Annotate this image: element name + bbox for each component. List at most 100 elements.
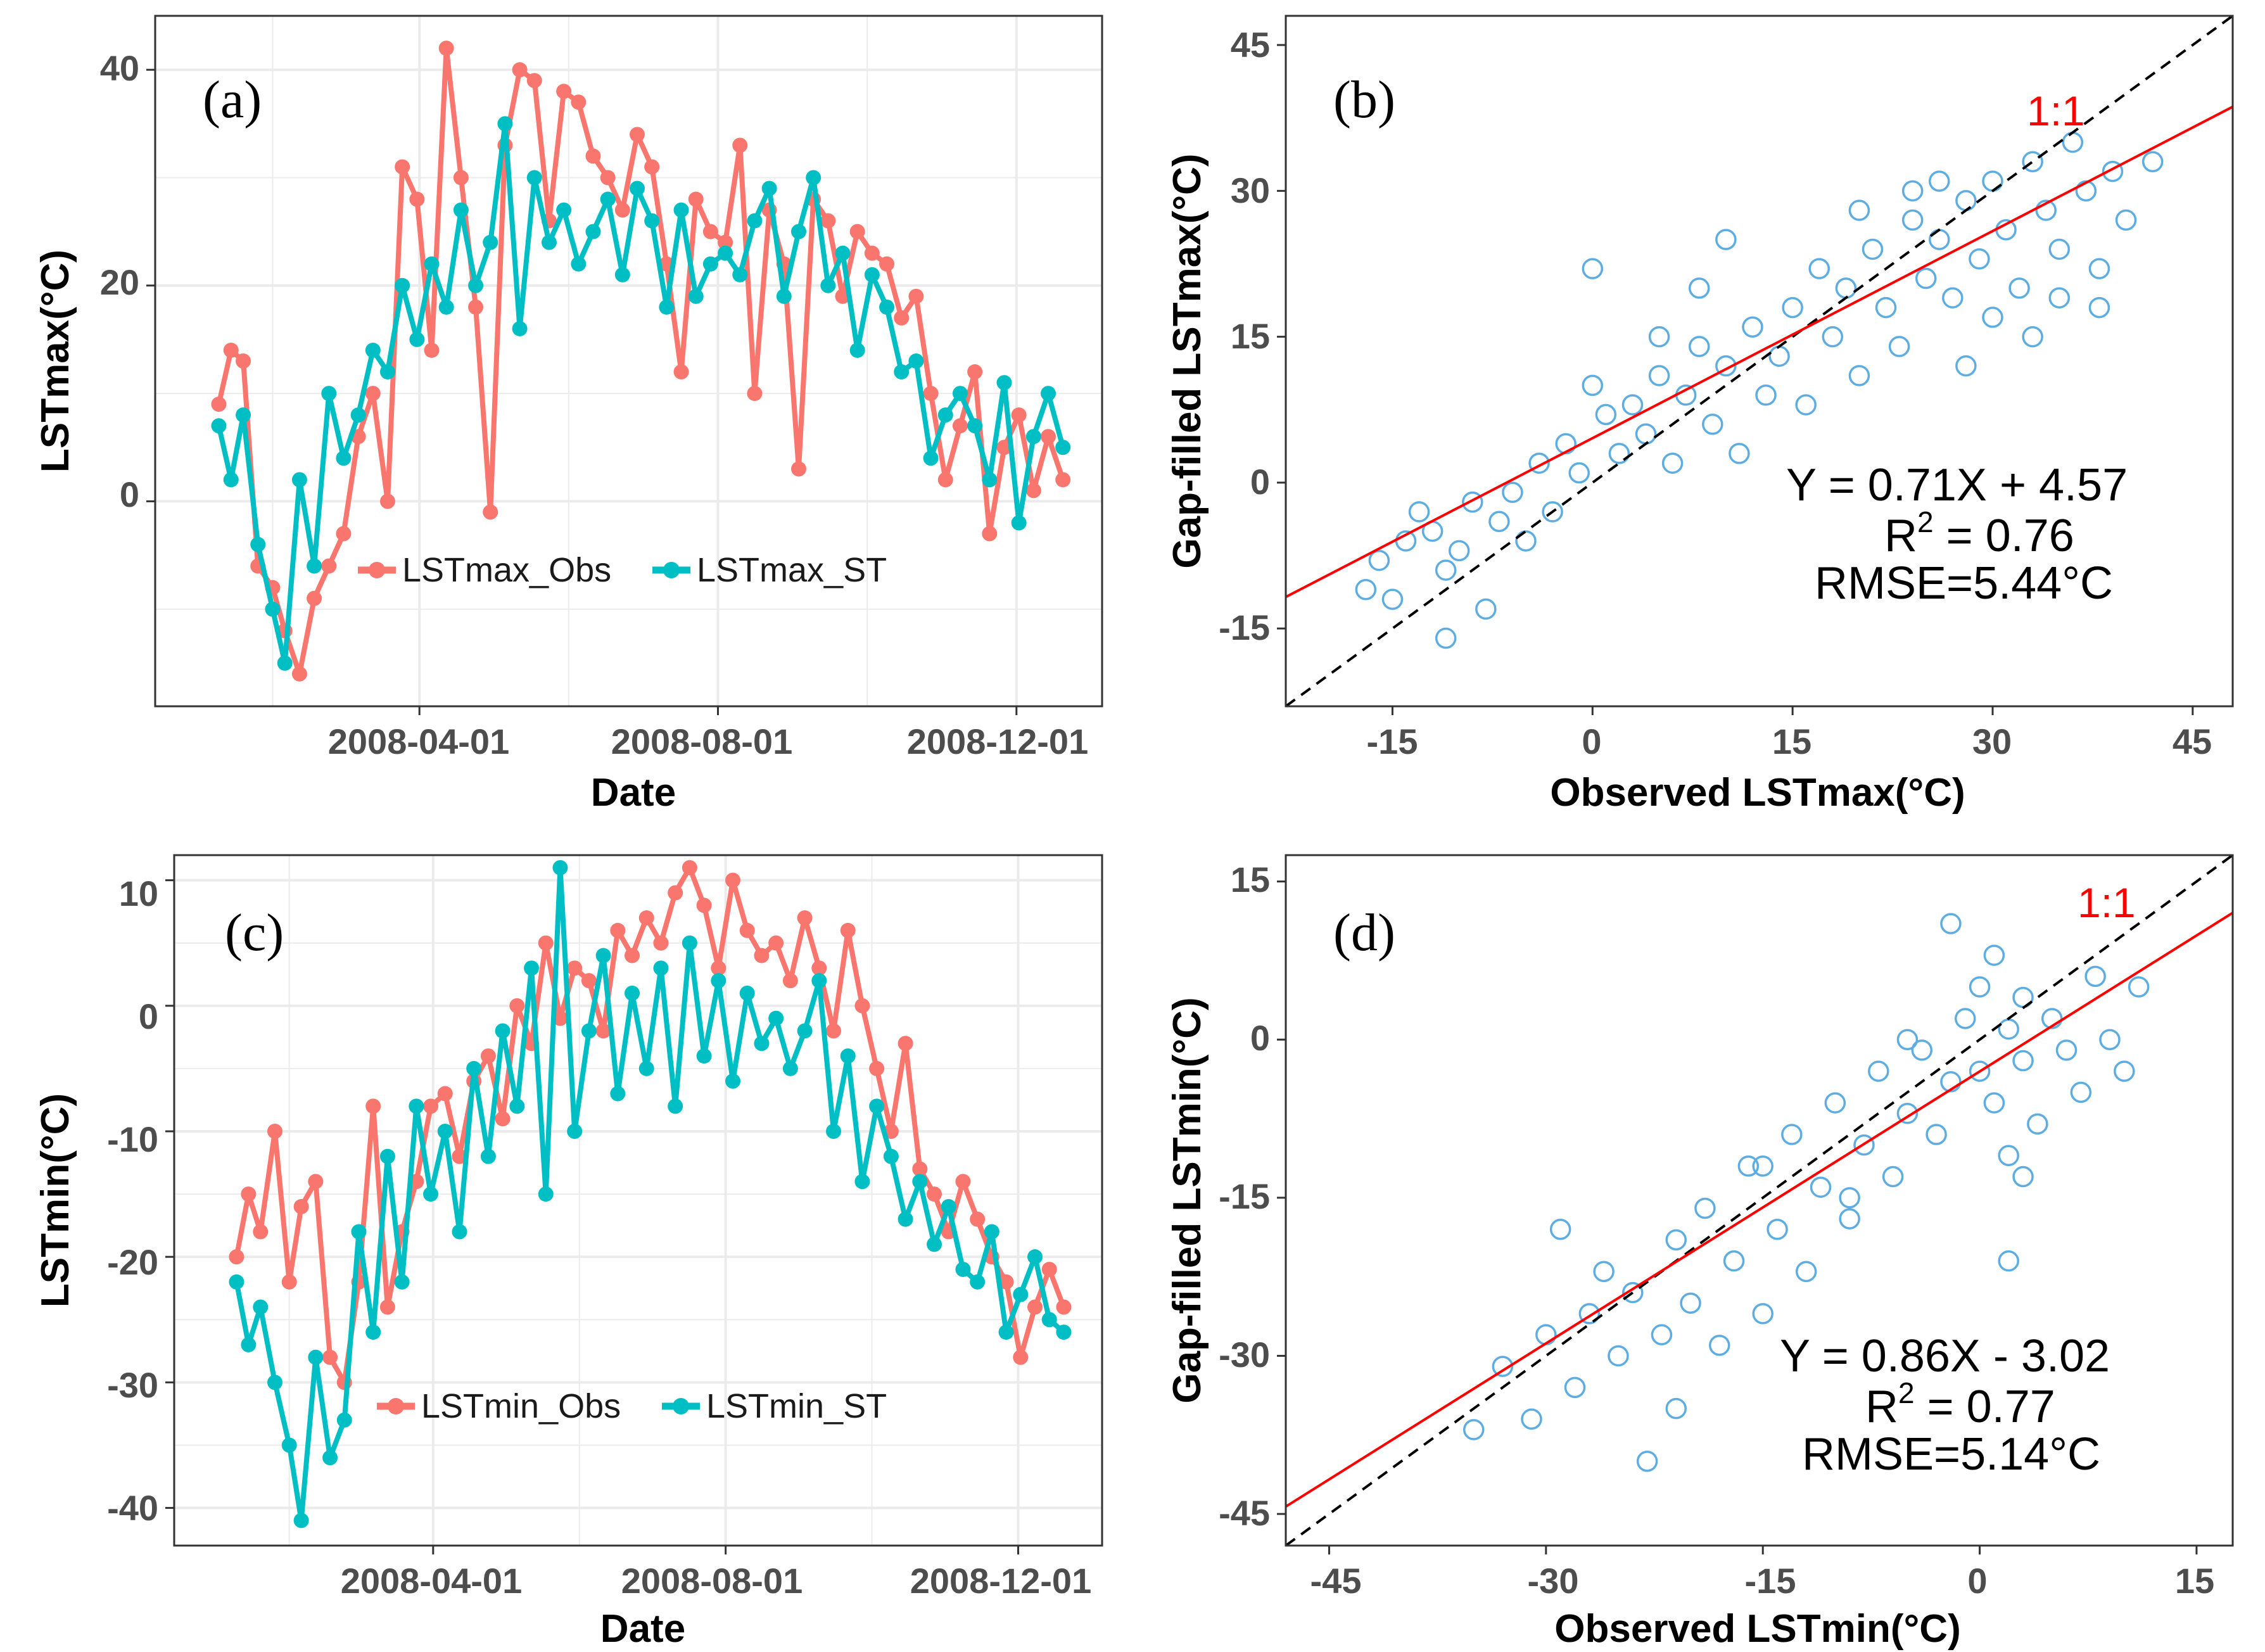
- data-point-LSTmin_ST: [927, 1236, 942, 1252]
- data-point-LSTmin_Obs: [241, 1186, 257, 1202]
- data-point-LSTmin_Obs: [495, 1111, 511, 1127]
- data-point-LSTmin_Obs: [927, 1186, 942, 1202]
- data-point-LSTmin_ST: [365, 1325, 381, 1340]
- data-point-LSTmin_ST: [1013, 1287, 1029, 1302]
- data-point-LSTmin_ST: [797, 1023, 813, 1039]
- data-point-LSTmax_ST: [1011, 515, 1027, 531]
- scatter-point: [1651, 1324, 1673, 1345]
- scatter-point: [2070, 1081, 2092, 1103]
- panel-d-x-tick: 0: [1967, 1561, 1987, 1601]
- data-point-LSTmax_ST: [336, 450, 352, 466]
- data-point-LSTmax_ST: [673, 202, 689, 218]
- data-point-LSTmin_ST: [509, 1098, 525, 1114]
- scatter-point: [1954, 1008, 1976, 1029]
- scatter-point: [1781, 1124, 1803, 1145]
- data-point-LSTmin_ST: [638, 1060, 654, 1076]
- data-point-LSTmin_Obs: [293, 1198, 309, 1214]
- data-point-LSTmax_Obs: [453, 170, 469, 186]
- data-point-LSTmin_Obs: [854, 998, 870, 1013]
- data-point-LSTmax_Obs: [379, 493, 395, 509]
- data-point-LSTmin_ST: [229, 1274, 244, 1290]
- data-point-LSTmax_ST: [277, 655, 293, 671]
- data-point-LSTmin_Obs: [379, 1299, 395, 1315]
- panel-d-r2: R2 = 0.77: [1865, 1376, 2055, 1432]
- data-point-LSTmin_ST: [826, 1124, 842, 1139]
- panel-b-frame: [1285, 15, 2234, 708]
- panel-b-x-axis-title: Observed LSTmax(°C): [1550, 771, 1965, 815]
- panel-b-rmse: RMSE=5.44°C: [1815, 558, 2113, 609]
- data-point-LSTmax_Obs: [952, 418, 968, 434]
- data-point-LSTmax_ST: [894, 364, 910, 380]
- data-point-LSTmax_ST: [806, 170, 822, 186]
- panel-c-label: (c): [225, 903, 284, 962]
- data-point-LSTmin_Obs: [625, 948, 640, 963]
- data-point-LSTmin_Obs: [782, 973, 798, 989]
- data-point-LSTmax_Obs: [1025, 483, 1041, 499]
- panel-d-rmse: RMSE=5.14°C: [1802, 1429, 2100, 1480]
- data-point-LSTmin_ST: [336, 1412, 352, 1428]
- data-point-LSTmax_Obs: [820, 213, 836, 229]
- data-point-LSTmin_ST: [869, 1098, 885, 1114]
- scatter-point: [1702, 414, 1723, 435]
- panel-c-y-tick: -10: [107, 1119, 158, 1159]
- data-point-LSTmax_ST: [250, 537, 266, 552]
- data-point-LSTmin_ST: [1056, 1325, 1072, 1340]
- data-point-LSTmin_ST: [682, 935, 697, 951]
- scatter-point: [1621, 394, 1644, 416]
- data-point-LSTmax_Obs: [967, 364, 983, 380]
- data-point-LSTmin_Obs: [768, 935, 784, 951]
- data-point-LSTmax_ST: [541, 234, 557, 250]
- data-point-LSTmin_Obs: [538, 935, 554, 951]
- scatter-point: [1896, 1102, 1919, 1124]
- data-point-LSTmax_ST: [379, 364, 395, 380]
- panel-c-y-tick: -20: [107, 1242, 158, 1282]
- scatter-point: [1853, 1134, 1875, 1156]
- scatter-point: [1665, 1397, 1687, 1420]
- scatter-point: [1795, 394, 1817, 416]
- data-point-LSTmin_Obs: [229, 1249, 244, 1265]
- scatter-point: [2041, 1008, 2063, 1029]
- data-point-LSTmin_Obs: [1041, 1262, 1057, 1277]
- panel-c-legend-st-label: LSTmin_ST: [706, 1387, 887, 1425]
- scatter-point: [1969, 1060, 1991, 1082]
- scatter-point: [1608, 443, 1630, 464]
- data-point-LSTmin_ST: [984, 1224, 999, 1240]
- data-point-LSTmax_Obs: [556, 84, 572, 99]
- panel-b-y-tick: 15: [1231, 316, 1270, 356]
- scatter-point: [2027, 1113, 2048, 1135]
- panel-d-lines: [1285, 854, 2234, 1547]
- scatter-point: [1688, 336, 1710, 357]
- scatter-point: [1911, 1039, 1933, 1061]
- scatter-point: [1969, 976, 1991, 998]
- data-point-LSTmax_ST: [644, 213, 660, 229]
- data-point-LSTmax_Obs: [923, 386, 939, 402]
- scatter-point: [1755, 384, 1777, 406]
- data-point-LSTmax_ST: [585, 224, 601, 239]
- scatter-point: [1752, 1303, 1773, 1325]
- scatter-point: [1896, 1029, 1919, 1050]
- data-point-LSTmin_ST: [495, 1023, 511, 1039]
- scatter-point: [1822, 326, 1844, 348]
- scatter-point: [1839, 1187, 1860, 1209]
- regression-line: [1285, 105, 2233, 599]
- panel-d-x-tick: -15: [1745, 1561, 1796, 1601]
- panel-d-r2-sup: 2: [1898, 1376, 1915, 1409]
- scatter-point: [2088, 296, 2110, 319]
- data-point-LSTmin_Obs: [668, 885, 683, 901]
- panel-d-r2-value: = 0.77: [1915, 1382, 2055, 1432]
- scatter-point: [2141, 151, 2164, 173]
- scatter-point: [1448, 540, 1470, 562]
- panel-c-x-tick: 2008-08-01: [621, 1561, 803, 1601]
- panel-d-equation: Y = 0.86X - 3.02: [1780, 1331, 2110, 1382]
- panel-a-legend: LSTmax_Obs LSTmax_ST: [358, 551, 887, 589]
- data-point-LSTmin_ST: [696, 1048, 712, 1064]
- panel-a-legend-obs-marker: [369, 562, 385, 578]
- data-point-LSTmax_ST: [849, 342, 865, 358]
- data-point-LSTmin_Obs: [365, 1098, 381, 1114]
- scatter-point: [1782, 296, 1803, 319]
- data-point-LSTmin_Obs: [423, 1098, 439, 1114]
- scatter-point: [1488, 511, 1510, 533]
- panel-b-points: [1355, 131, 2164, 649]
- data-point-LSTmin_ST: [524, 960, 540, 976]
- scatter-point: [1549, 1219, 1571, 1240]
